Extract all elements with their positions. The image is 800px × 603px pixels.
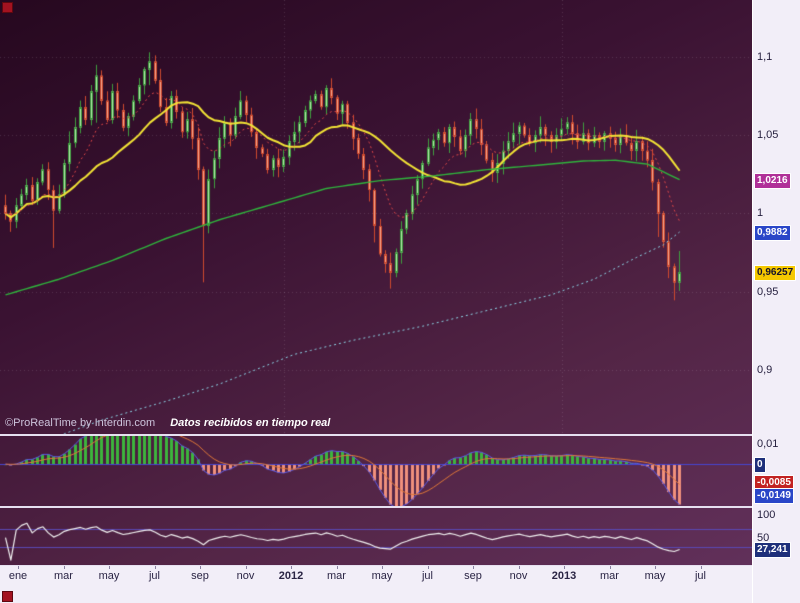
time-axis-label: mar — [54, 570, 73, 582]
axis-tick — [564, 566, 565, 569]
time-axis-label: may — [371, 570, 393, 582]
macd-badge: -0,0149 — [754, 488, 794, 504]
time-axis-label: mar — [327, 570, 346, 582]
time-axis-label: mar — [600, 570, 619, 582]
watermark: ©ProRealTime by Interdin.com Datos recib… — [5, 417, 330, 429]
time-axis-label: 2012 — [278, 570, 304, 582]
time-axis-label: nov — [236, 570, 255, 582]
axis-tick — [428, 566, 429, 569]
rsi-tick-label: 50 — [757, 532, 770, 544]
rsi-badge: 27,241 — [754, 542, 791, 558]
price-tick-label: 1,05 — [757, 129, 779, 141]
red-marker-top-left[interactable] — [2, 2, 13, 13]
price-scale-column[interactable]: 1,1 1,05 1 0,95 0,9 1,0216 0,9882 0,96257 0,01 0 -… — [752, 0, 800, 603]
price-tick-label: 1,1 — [757, 51, 773, 63]
red-marker-bottom-left[interactable] — [2, 591, 13, 602]
axis-tick — [473, 566, 474, 569]
time-axis-label: may — [98, 570, 120, 582]
price-tick-label: 1 — [757, 207, 764, 219]
chart-plot-area: ©ProRealTime by Interdin.com Datos recib… — [0, 0, 752, 566]
time-axis[interactable]: ene mar may jul sep nov 2012 mar may jul sep nov 201… — [0, 566, 752, 603]
watermark-brand: ©ProRealTime by Interdin.com — [5, 417, 156, 429]
axis-tick — [109, 566, 110, 569]
axis-tick — [155, 566, 156, 569]
price-badge: 0,96257 — [754, 265, 797, 281]
macd-tick-label: 0,01 — [757, 438, 779, 450]
time-axis-label: jul — [421, 570, 434, 582]
axis-tick — [18, 566, 19, 569]
panel-separator[interactable] — [0, 506, 752, 508]
axis-tick — [382, 566, 383, 569]
time-axis-label: sep — [464, 570, 482, 582]
price-chart-canvas[interactable] — [0, 0, 752, 434]
axis-tick — [200, 566, 201, 569]
axis-tick — [701, 566, 702, 569]
time-axis-label: jul — [148, 570, 161, 582]
axis-tick — [519, 566, 520, 569]
macd-indicator-canvas[interactable] — [0, 436, 752, 506]
price-badge: 1,0216 — [754, 173, 791, 189]
watermark-status: Datos recibidos en tiempo real — [170, 417, 331, 429]
time-axis-label: may — [644, 570, 666, 582]
time-axis-label: ene — [8, 570, 28, 582]
axis-tick — [337, 566, 338, 569]
macd-badge: 0 — [754, 457, 766, 473]
panel-separator — [0, 565, 752, 566]
time-axis-label: jul — [694, 570, 707, 582]
time-axis-label: 2013 — [551, 570, 577, 582]
axis-tick — [610, 566, 611, 569]
axis-tick — [64, 566, 65, 569]
time-axis-label: nov — [509, 570, 528, 582]
price-badge: 0,9882 — [754, 225, 791, 241]
axis-tick — [655, 566, 656, 569]
rsi-tick-label: 100 — [757, 509, 776, 521]
axis-tick — [291, 566, 292, 569]
price-tick-label: 0,9 — [757, 364, 773, 376]
panel-separator[interactable] — [0, 434, 752, 436]
axis-tick — [246, 566, 247, 569]
rsi-indicator-canvas[interactable] — [0, 508, 752, 565]
price-tick-label: 0,95 — [757, 286, 779, 298]
time-axis-label: sep — [191, 570, 209, 582]
